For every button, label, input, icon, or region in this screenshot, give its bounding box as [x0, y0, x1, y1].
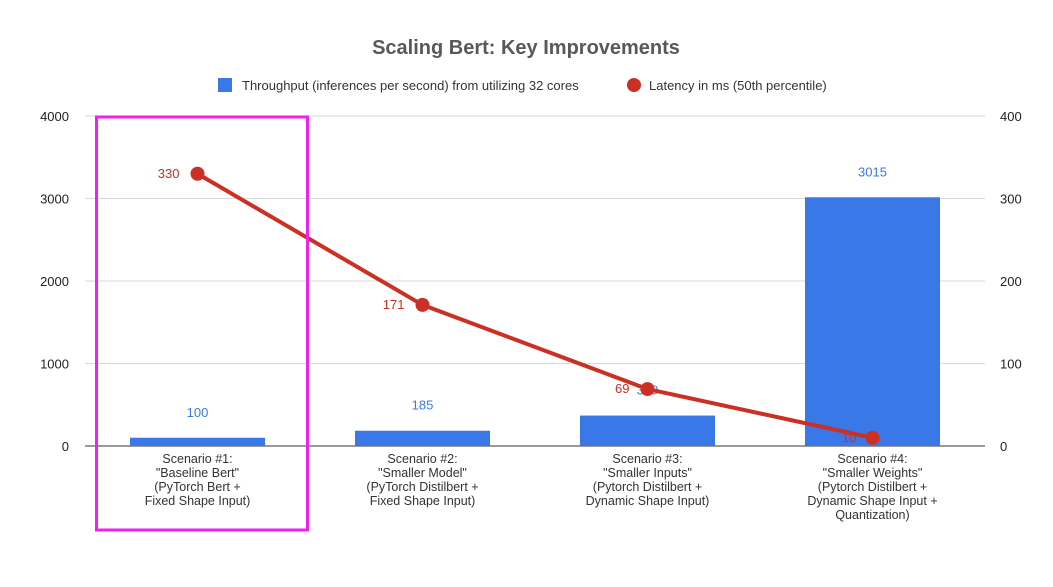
- legend-swatch-throughput: [218, 78, 232, 92]
- category-label-line: (Pytorch Distilbert +: [818, 480, 927, 494]
- bar-value-label: 185: [412, 398, 434, 413]
- category-label-line: (PyTorch Bert +: [154, 480, 241, 494]
- right-tick-label: 400: [1000, 109, 1022, 124]
- bar-value-label: 100: [187, 405, 209, 420]
- category-label: Scenario #3: "Smaller Inputs" (Pytorch Dis…: [586, 452, 710, 508]
- category-label: Scenario #1: "Baseline Bert" (PyTorch Bert…: [145, 452, 251, 508]
- latency-point: [865, 430, 880, 445]
- category-label-line: (PyTorch Distilbert +: [366, 480, 478, 494]
- legend-label-latency: Latency in ms (50th percentile): [649, 78, 827, 93]
- latency-value-label: 69: [615, 381, 629, 396]
- latency-polyline: [196, 172, 873, 440]
- right-tick-label: 100: [1000, 357, 1022, 372]
- category-label-line: (Pytorch Distilbert +: [593, 480, 702, 494]
- category-labels: Scenario #1: "Baseline Bert" (PyTorch Bert…: [145, 452, 938, 522]
- bar-value-label: 3015: [858, 164, 887, 179]
- right-axis: 0 100 200 300 400: [1000, 109, 1022, 454]
- left-tick-label: 1000: [40, 357, 69, 372]
- point-labels: 330 171 69 10: [158, 166, 857, 445]
- category-label-line: Dynamic Shape Input +: [807, 494, 937, 508]
- bar: [355, 430, 490, 446]
- left-tick-label: 0: [62, 439, 69, 454]
- category-label-line: "Smaller Inputs": [603, 466, 692, 480]
- left-tick-label: 3000: [40, 192, 69, 207]
- category-label-line: Dynamic Shape Input): [586, 494, 710, 508]
- latency-point: [415, 297, 430, 312]
- category-label-line: Fixed Shape Input): [145, 494, 251, 508]
- category-label-line: "Smaller Model": [378, 466, 467, 480]
- category-label: Scenario #2: "Smaller Model" (PyTorch Dist…: [366, 452, 478, 508]
- left-axis: 0 1000 2000 3000 4000: [40, 109, 69, 454]
- bar: [130, 437, 265, 446]
- right-tick-label: 0: [1000, 439, 1007, 454]
- category-label-line: "Baseline Bert": [156, 466, 239, 480]
- latency-point: [190, 166, 205, 181]
- latency-line: [190, 166, 880, 445]
- category-label: Scenario #4: "Smaller Weights" (Pytorch Di…: [807, 452, 937, 522]
- right-tick-label: 300: [1000, 192, 1022, 207]
- bar: [805, 197, 940, 446]
- latency-value-label: 171: [383, 297, 405, 312]
- left-tick-label: 4000: [40, 109, 69, 124]
- category-label-line: Scenario #3:: [612, 452, 682, 466]
- bar: [580, 415, 715, 446]
- chart-title: Scaling Bert: Key Improvements: [372, 37, 680, 59]
- legend: Throughput (inferences per second) from …: [218, 78, 827, 93]
- latency-value-label: 330: [158, 166, 180, 181]
- category-label-line: Scenario #2:: [387, 452, 457, 466]
- legend-label-throughput: Throughput (inferences per second) from …: [242, 78, 579, 93]
- right-tick-label: 200: [1000, 274, 1022, 289]
- category-label-line: Scenario #4:: [837, 452, 907, 466]
- left-tick-label: 2000: [40, 274, 69, 289]
- latency-value-label: 10: [842, 430, 856, 445]
- category-label-line: Quantization): [835, 508, 909, 522]
- category-label-line: Scenario #1:: [162, 452, 232, 466]
- highlight-box: [95, 115, 309, 532]
- category-label-line: "Smaller Weights": [823, 466, 923, 480]
- legend-swatch-latency: [627, 78, 641, 92]
- bars: [130, 197, 940, 446]
- latency-point: [640, 382, 655, 397]
- category-label-line: Fixed Shape Input): [370, 494, 476, 508]
- bar-labels: 1001853693015: [187, 164, 887, 419]
